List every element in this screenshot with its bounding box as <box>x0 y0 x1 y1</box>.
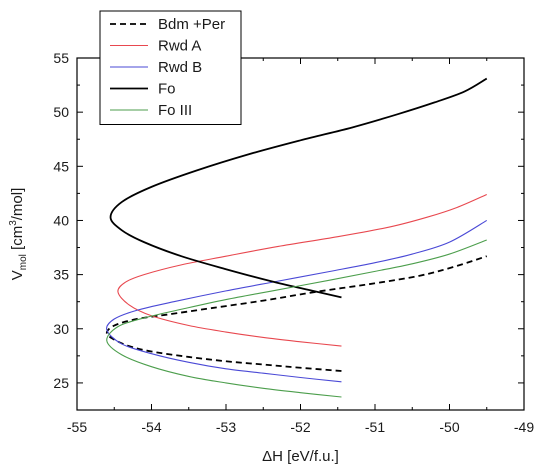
legend-label-rwd-a: Rwd A <box>158 38 201 55</box>
x-tick-label: -52 <box>290 419 310 435</box>
x-tick-label: -55 <box>67 419 87 435</box>
series-line-bdm-per <box>105 255 488 372</box>
ticks-layer: -55 -54 -53 -52 -51 -50 -49 25 30 35 40 45 50 55 <box>53 50 534 435</box>
y-axis-label-unit-post: /mol] <box>9 188 26 221</box>
x-tick-label: -54 <box>141 419 161 435</box>
y-tick-label: 55 <box>53 50 69 66</box>
series-line-fo <box>109 77 488 299</box>
series-line-rwd-b <box>106 219 488 383</box>
y-axis-label-unit-pre: [cm <box>9 226 26 254</box>
y-tick-label: 50 <box>53 104 69 120</box>
series-line-rwd-a <box>117 193 487 347</box>
legend-box <box>99 10 242 125</box>
y-axis-label-sub: mol <box>18 254 29 270</box>
y-tick-label: 35 <box>53 267 69 283</box>
y-tick-label: 40 <box>53 212 69 228</box>
series-line-fo-iii <box>106 239 487 398</box>
y-axis-label-unit-sup: 3 <box>8 220 19 226</box>
x-tick-label: -50 <box>439 419 459 435</box>
y-tick-label: 45 <box>53 158 69 174</box>
x-tick-label: -51 <box>365 419 385 435</box>
y-axis-label-main: V <box>9 270 26 280</box>
series-layer <box>105 77 488 398</box>
legend-label-fo: Fo <box>158 81 176 98</box>
legend-label-bdm-per: Bdm +Per <box>158 16 225 33</box>
y-tick-label: 25 <box>53 375 69 391</box>
y-axis-label: Vmol [cm3/mol] <box>8 188 29 281</box>
legend: Bdm +Per Rwd A Rwd B Fo Fo III <box>99 10 242 125</box>
x-tick-label: -49 <box>514 419 534 435</box>
x-tick-label: -53 <box>216 419 236 435</box>
x-axis-label: ΔH [eV/f.u.] <box>262 448 339 465</box>
legend-label-rwd-b: Rwd B <box>158 59 202 76</box>
legend-label-fo-iii: Fo III <box>158 102 192 119</box>
y-tick-label: 30 <box>53 321 69 337</box>
